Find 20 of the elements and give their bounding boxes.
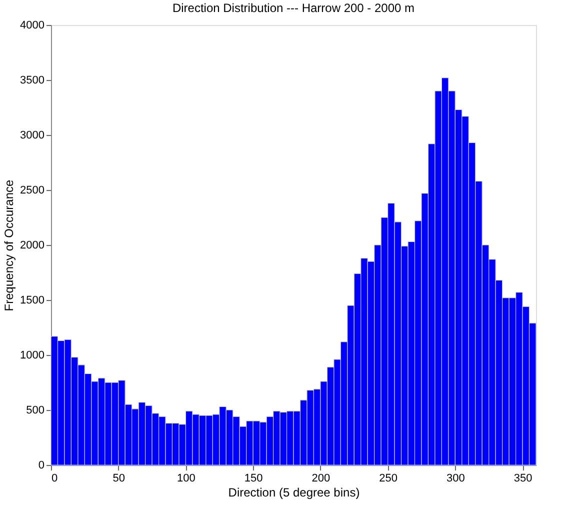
x-tick-label: 300 bbox=[446, 472, 465, 484]
y-tick-label: 2000 bbox=[20, 240, 44, 252]
chart-title: Direction Distribution --- Harrow 200 - 2000 m bbox=[172, 1, 415, 15]
y-tick-label: 3500 bbox=[20, 74, 44, 86]
x-tick-label: 100 bbox=[177, 472, 196, 484]
y-axis-title: Frequency of Occurance bbox=[2, 179, 16, 312]
x-tick-label: 250 bbox=[379, 472, 398, 484]
x-tick-label: 50 bbox=[112, 472, 125, 484]
x-tick-label: 0 bbox=[52, 472, 58, 484]
x-tick-label: 150 bbox=[244, 472, 263, 484]
x-axis-title: Direction (5 degree bins) bbox=[228, 486, 360, 500]
x-tick-label: 350 bbox=[514, 472, 532, 484]
y-tick-label: 3000 bbox=[20, 130, 44, 142]
y-tick-label: 500 bbox=[26, 404, 44, 416]
y-tick-label: 4000 bbox=[20, 20, 44, 32]
y-tick-label: 0 bbox=[38, 460, 44, 472]
y-tick-label: 2500 bbox=[20, 184, 44, 196]
y-tick-label: 1500 bbox=[20, 294, 44, 306]
y-tick-label: 1000 bbox=[20, 350, 44, 362]
x-tick-label: 200 bbox=[312, 472, 330, 484]
